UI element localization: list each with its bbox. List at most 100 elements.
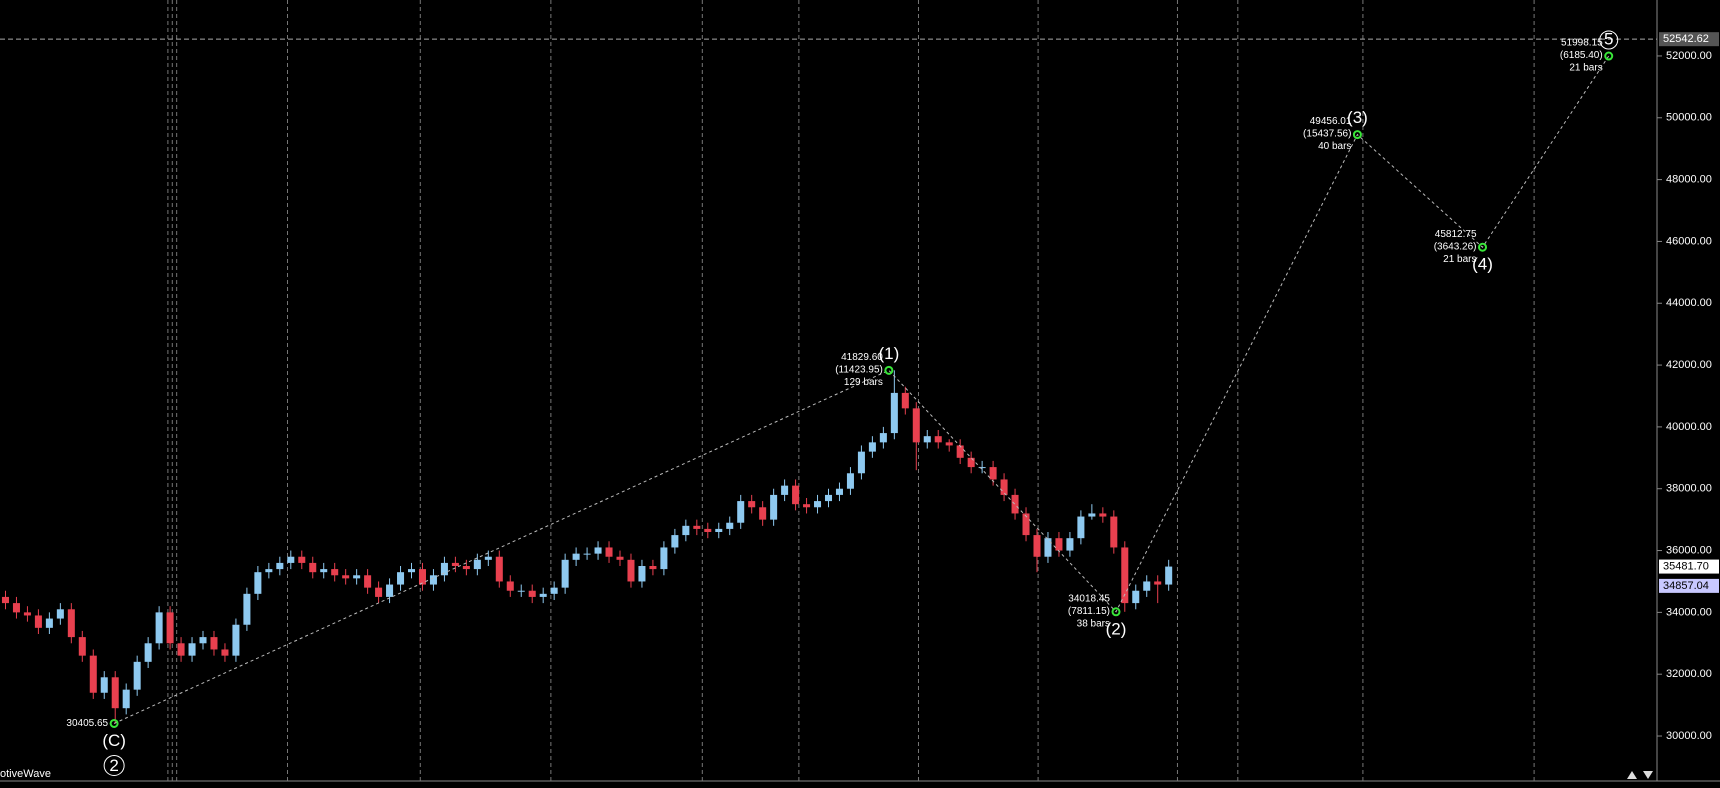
- candle-body: [418, 569, 426, 585]
- candle-body: [56, 609, 64, 619]
- candle-body: [803, 504, 811, 508]
- wave-info: 129 bars: [844, 377, 883, 388]
- candle-body: [78, 637, 86, 656]
- candle-body: [12, 603, 20, 613]
- candle-body: [1022, 513, 1030, 536]
- y-tick-label: 50000.00: [1666, 112, 1712, 124]
- wave-point: [1111, 607, 1121, 617]
- candle-body: [397, 572, 405, 585]
- wave-label: (C): [102, 731, 126, 750]
- candle-body: [748, 501, 756, 508]
- candle-body: [528, 590, 536, 597]
- scroll-arrows[interactable]: [1627, 771, 1653, 779]
- candle-body: [1055, 538, 1063, 551]
- candle-body: [353, 575, 361, 579]
- candle-body: [177, 643, 185, 656]
- wave-point: [1352, 130, 1362, 140]
- wave-info: 51998.15: [1561, 38, 1603, 49]
- candle-body: [846, 473, 854, 489]
- candle-body: [144, 643, 152, 662]
- candle-body: [309, 562, 317, 573]
- candle-body: [375, 587, 383, 597]
- wave-info: (11423.95): [835, 364, 883, 375]
- wave-info: 30405.65: [66, 718, 108, 729]
- candle-body: [726, 522, 734, 529]
- candle-body: [1154, 581, 1162, 585]
- wave-point: [1478, 242, 1488, 252]
- candle-body: [945, 442, 953, 446]
- price-label: 35481.70: [1663, 560, 1709, 572]
- wave-line: [113, 55, 1610, 724]
- candle-body: [210, 637, 218, 650]
- candle-body: [188, 643, 196, 656]
- wave-label-circle: [1599, 30, 1619, 50]
- candle-body: [243, 593, 251, 625]
- wave-label: (4): [1472, 255, 1493, 274]
- y-tick-label: 42000.00: [1666, 359, 1712, 371]
- candle-body: [539, 593, 547, 597]
- candle-body: [100, 677, 108, 693]
- candle-body: [34, 615, 42, 628]
- candle-body: [759, 507, 767, 520]
- y-tick-label: 40000.00: [1666, 421, 1712, 433]
- candle-body: [484, 556, 492, 560]
- wave-label: 5: [1604, 29, 1613, 48]
- candle-body: [715, 528, 723, 533]
- candle-body: [704, 528, 712, 533]
- candle-body: [901, 392, 909, 409]
- candle-body: [868, 442, 876, 452]
- candle-body: [792, 485, 800, 505]
- candle-body: [1066, 538, 1074, 551]
- wave-point: [1604, 51, 1614, 61]
- price-label: 52542.62: [1663, 33, 1709, 45]
- y-tick-label: 36000.00: [1666, 544, 1712, 556]
- candle-body: [912, 408, 920, 443]
- candle-body: [67, 609, 75, 638]
- candle-body: [561, 559, 569, 588]
- candle-body: [298, 556, 306, 563]
- y-tick-label: 48000.00: [1666, 174, 1712, 186]
- price-label: 34857.04: [1663, 580, 1709, 592]
- candle-body: [199, 637, 207, 644]
- candle-body: [605, 547, 613, 557]
- candle-body: [495, 556, 503, 582]
- candle-body: [978, 467, 986, 469]
- candle-body: [1011, 494, 1019, 514]
- wave-point: [884, 365, 894, 375]
- wave-info: 21 bars: [1569, 63, 1602, 74]
- candle-body: [506, 581, 514, 591]
- candle-body: [956, 445, 964, 458]
- wave-info: 34018.45: [1068, 593, 1110, 604]
- candle-body: [671, 535, 679, 548]
- candle-body: [1044, 538, 1052, 557]
- candle-body: [693, 525, 701, 529]
- candle-body: [1, 596, 9, 604]
- candle-body: [254, 572, 262, 594]
- candle-body: [1000, 479, 1008, 495]
- wave-point: [109, 718, 119, 728]
- wave-label: (2): [1106, 619, 1127, 638]
- candle-body: [550, 587, 558, 594]
- wave-label: (3): [1347, 108, 1368, 127]
- wave-label: (1): [878, 344, 899, 363]
- candle-body: [616, 556, 624, 560]
- candle-body: [1121, 547, 1129, 604]
- candle-body: [594, 547, 602, 554]
- y-tick-label: 30000.00: [1666, 730, 1712, 742]
- wave-info: 21 bars: [1443, 254, 1476, 265]
- candle-body: [781, 485, 789, 495]
- y-tick-label: 46000.00: [1666, 235, 1712, 247]
- candle-body: [967, 457, 975, 468]
- candle-body: [45, 618, 53, 628]
- degree-label: 2: [109, 756, 118, 775]
- candle-body: [265, 569, 273, 573]
- wave-info: (6185.40): [1560, 50, 1603, 61]
- wave-info: (15437.56): [1303, 129, 1351, 140]
- candle-body: [342, 575, 350, 579]
- candle-body: [407, 569, 416, 573]
- candle-body: [1110, 516, 1118, 548]
- candle-body: [572, 553, 580, 560]
- candle-body: [386, 584, 394, 597]
- candle-body: [934, 436, 942, 443]
